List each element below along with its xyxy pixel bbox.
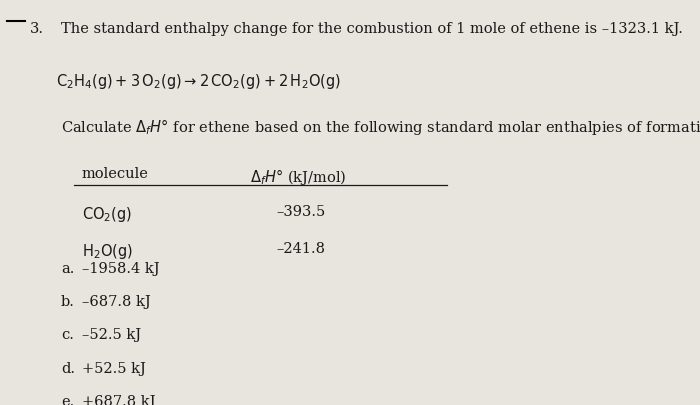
Text: b.: b.	[61, 294, 75, 308]
Text: –393.5: –393.5	[276, 205, 326, 219]
Text: $\mathrm{H_2O(g)}$: $\mathrm{H_2O(g)}$	[82, 242, 133, 261]
Text: –687.8 kJ: –687.8 kJ	[82, 294, 150, 308]
Text: +687.8 kJ: +687.8 kJ	[82, 394, 155, 405]
Text: –52.5 kJ: –52.5 kJ	[82, 328, 141, 342]
Text: $\Delta_f H°$ (kJ/mol): $\Delta_f H°$ (kJ/mol)	[251, 166, 346, 186]
Text: +52.5 kJ: +52.5 kJ	[82, 361, 146, 375]
Text: –1958.4 kJ: –1958.4 kJ	[82, 261, 160, 275]
Text: a.: a.	[61, 261, 74, 275]
Text: $\mathrm{C_2H_4(g) + 3\,O_2(g) \rightarrow 2\,CO_2(g) + 2\,H_2O(g)}$: $\mathrm{C_2H_4(g) + 3\,O_2(g) \rightarr…	[56, 72, 341, 90]
Text: $\mathrm{CO_2(g)}$: $\mathrm{CO_2(g)}$	[82, 205, 132, 224]
Text: Calculate $\Delta_f H°$ for ethene based on the following standard molar enthalp: Calculate $\Delta_f H°$ for ethene based…	[61, 117, 700, 137]
Text: –241.8: –241.8	[276, 242, 326, 256]
Text: c.: c.	[61, 328, 74, 342]
Text: 3.: 3.	[30, 22, 44, 36]
Text: e.: e.	[61, 394, 74, 405]
Text: d.: d.	[61, 361, 75, 375]
Text: The standard enthalpy change for the combustion of 1 mole of ethene is –1323.1 k: The standard enthalpy change for the com…	[61, 22, 683, 36]
Text: molecule: molecule	[82, 166, 148, 180]
